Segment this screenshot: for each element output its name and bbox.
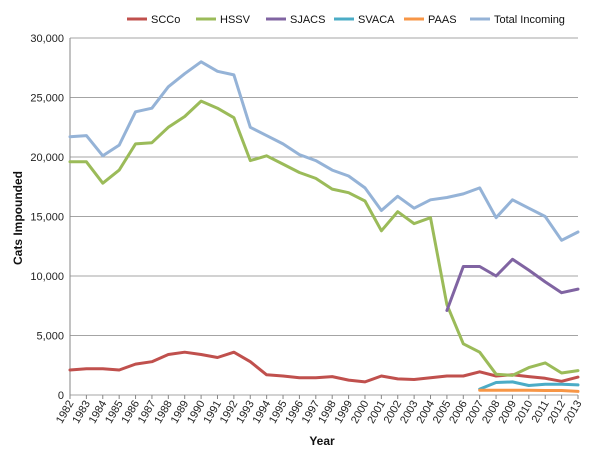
- y-tick-label: 5,000: [36, 331, 64, 343]
- y-tick-label: 20,000: [30, 152, 64, 164]
- series-line-sjacs: [445, 257, 580, 312]
- y-axis-title: Cats Impounded: [11, 171, 25, 265]
- series-line-scco: [68, 350, 580, 384]
- series-line-hssv: [68, 99, 580, 377]
- series-lines: [68, 60, 580, 393]
- axes: 05,00010,00015,00020,00025,00030,0001982…: [30, 33, 584, 426]
- legend-label-paas: PAAS: [428, 14, 457, 26]
- series-line-paas: [478, 388, 580, 393]
- legend-label-hssv: HSSV: [220, 14, 251, 26]
- x-tick-label: 2010: [513, 399, 536, 426]
- legend-label-scco: SCCo: [151, 14, 180, 26]
- y-tick-label: 25,000: [30, 93, 64, 105]
- series-line-svaca: [478, 380, 580, 391]
- x-axis-title: Year: [309, 434, 335, 448]
- legend-label-svaca: SVACA: [358, 14, 395, 26]
- y-tick-label: 10,000: [30, 271, 64, 283]
- y-tick-label: 15,000: [30, 212, 64, 224]
- legend: SCCo HSSV SJACS SVACA PAAS Total Incoming: [127, 14, 565, 26]
- x-tick-label: 2013: [562, 399, 585, 426]
- gridlines: [70, 37, 578, 396]
- series-line-total-incoming: [68, 60, 580, 242]
- legend-label-total-incoming: Total Incoming: [494, 14, 565, 26]
- y-tick-label: 0: [58, 390, 64, 402]
- legend-label-sjacs: SJACS: [290, 14, 325, 26]
- y-tick-label: 30,000: [30, 33, 64, 45]
